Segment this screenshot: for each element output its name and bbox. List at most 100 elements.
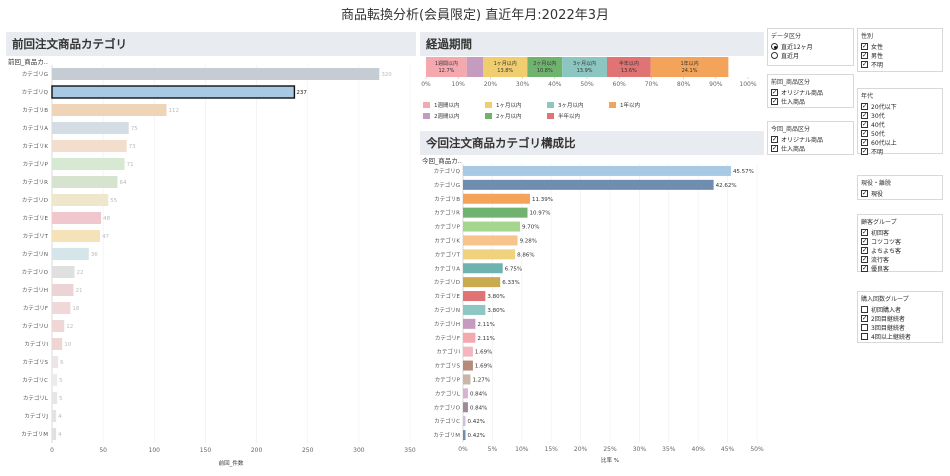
filter-purchase-group-title: 購入回数グループ [861,296,909,303]
age-option[interactable]: 20代以下 [861,102,939,111]
checkbox[interactable] [771,144,778,152]
checkbox[interactable] [861,237,868,245]
checkbox[interactable] [861,264,868,272]
option-label: 初回購入者 [871,307,902,314]
segment-value-label: 10.8% [537,68,553,74]
checkbox[interactable] [861,42,868,50]
customer-group-option[interactable]: コツコツ客 [861,237,939,246]
curr-category-panel: 今回注文商品カテゴリ構成比 今回_商品カ.. 0% 5% 10% 15% 20% 25% 3… [420,131,764,472]
status-option[interactable]: 現役 [861,189,939,198]
gender-option[interactable]: 不明 [861,60,939,69]
checkbox[interactable] [861,51,868,59]
purchase-group-option[interactable]: 3回目継続者 [861,323,939,332]
category-label: カテゴリM [433,431,460,439]
data-type-option[interactable]: 直近12ヶ月 [771,42,850,51]
bar-value-label: 71 [127,162,134,168]
elapsed-segment [426,57,467,77]
category-label: カテゴリR [434,209,460,217]
checkbox[interactable] [861,314,868,322]
curr-category-field-label: 今回_商品カ.. [422,157,462,165]
prev-product-option[interactable]: オリジナル商品 [771,88,850,97]
legend-item[interactable]: 3ヶ月以内 [547,101,609,109]
customer-group-option[interactable]: 流行客 [861,255,939,264]
checkbox[interactable] [861,138,868,146]
purchase-group-option[interactable]: 2回目継続者 [861,314,939,323]
filter-customer-group: 顧客グループ 初回客コツコツ客よちよち客流行客優良客 [857,214,943,273]
bar-value-label: 3.80% [487,294,504,300]
curr-product-option[interactable]: オリジナル商品 [771,135,850,144]
customer-group-option[interactable]: よちよち客 [861,246,939,255]
elapsed-tick-label: 10% [452,81,466,88]
age-option[interactable]: 不明 [861,147,939,156]
gender-option[interactable]: 男性 [861,51,939,60]
customer-group-option[interactable]: 初回客 [861,228,939,237]
bar [52,320,65,332]
filter-age: 年代 20代以下 30代 40代 50代 60代以上不明 [857,88,943,156]
age-option[interactable]: 30代 [861,111,939,120]
filter-data-type-title: データ区分 [771,33,802,40]
checkbox[interactable] [861,333,868,340]
checkbox[interactable] [861,120,868,128]
checkbox[interactable] [861,129,868,137]
checkbox[interactable] [861,102,868,110]
curr-product-option[interactable]: 仕入商品 [771,144,850,153]
bar-value-label: 11.39% [532,197,553,203]
legend-swatch [423,113,430,119]
prev-product-option[interactable]: 仕入商品 [771,97,850,106]
elapsed-legend: 1週間以内 1ヶ月以内 3ヶ月以内 1年以内 2週間以内 2ヶ月以内 半年以内 [423,101,671,120]
checkbox[interactable] [861,60,868,68]
checkbox[interactable] [861,111,868,119]
gender-option[interactable]: 女性 [861,42,939,51]
x-tick-label: 250 [302,447,314,454]
segment-value-label: 13.8% [497,68,513,74]
bar [52,158,125,170]
bar-value-label: 1.69% [475,364,492,370]
legend-label: 2ヶ月以内 [496,114,522,120]
bar-value-label: 55 [110,198,117,204]
purchase-group-option[interactable]: 初回購入者 [861,305,939,314]
bar [52,410,57,422]
checkbox[interactable] [861,306,868,313]
bar [463,402,468,413]
customer-group-option[interactable]: 優良客 [861,264,939,273]
radio-button[interactable] [771,43,778,50]
legend-item[interactable]: 2ヶ月以内 [485,112,547,120]
checkbox[interactable] [861,189,868,197]
page-title: 商品転換分析(会員限定) 直近年月:2022年3月 [340,8,609,23]
option-label: 仕入商品 [781,146,806,153]
legend-item[interactable]: 1年以内 [609,101,671,109]
data-type-option[interactable]: 直近月 [771,51,850,60]
checkbox[interactable] [771,97,778,105]
legend-item[interactable]: 半年以内 [547,112,609,120]
age-option[interactable]: 60代以上 [861,138,939,147]
prev-category-chart[interactable]: 0 50 100 150 200 250 300 350 前回_件数 カテゴリG 320 カテゴリQ 2… [6,60,416,470]
radio-button[interactable] [771,52,778,59]
category-label: カテゴリD [434,278,460,286]
bar-value-label: 3.80% [487,308,504,314]
checkbox[interactable] [861,228,868,236]
category-label: カテゴリR [22,178,48,186]
bar-value-label: 5 [59,378,63,384]
option-label: 30代 [871,113,885,120]
checkbox[interactable] [771,135,778,143]
purchase-group-option[interactable]: 4回以上継続者 [861,332,939,341]
segment-name-label: 1週間以内 [435,60,458,67]
category-label: カテゴリU [22,322,48,330]
checkbox[interactable] [771,88,778,96]
bar-value-label: 10 [64,342,71,348]
elapsed-segment [650,57,729,77]
legend-item[interactable]: 1週間以内 [423,101,485,109]
age-option[interactable]: 40代 [861,120,939,129]
checkbox[interactable] [861,324,868,331]
curr-category-chart[interactable]: 0% 5% 10% 15% 20% 25% 30% 35% 40% 45% 50% 比率 % カテゴリQ… [420,160,764,472]
category-label: カテゴリE [23,214,49,222]
checkbox[interactable] [861,147,868,155]
legend-item[interactable]: 2週間以内 [423,112,485,120]
x-tick-label: 45% [721,446,735,453]
legend-item[interactable]: 1ヶ月以内 [485,101,547,109]
bar [52,374,58,386]
checkbox[interactable] [861,255,868,263]
age-option[interactable]: 50代 [861,129,939,138]
checkbox[interactable] [861,246,868,254]
